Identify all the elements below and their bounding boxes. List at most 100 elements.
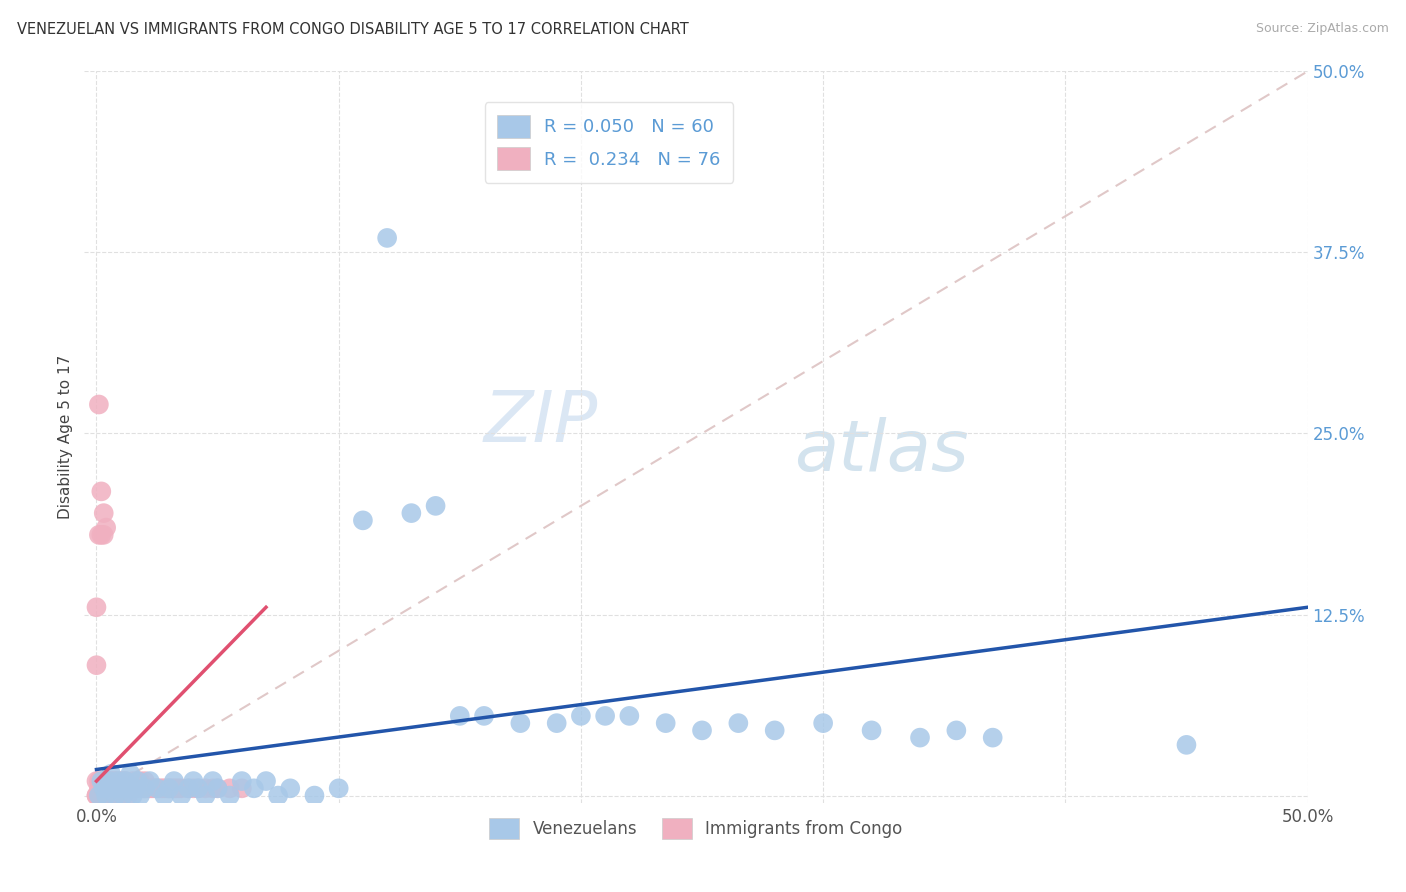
Point	[97, 781, 120, 796]
Point	[150, 781, 173, 796]
Point	[86, 658, 108, 673]
Point	[104, 781, 127, 796]
Point	[97, 789, 120, 803]
Point	[107, 781, 129, 796]
Point	[90, 484, 112, 499]
Legend: Venezuelans, Immigrants from Congo: Venezuelans, Immigrants from Congo	[482, 811, 910, 846]
Point	[146, 781, 169, 796]
Point	[97, 774, 120, 789]
Point	[328, 781, 350, 796]
Point	[763, 723, 786, 738]
Point	[163, 781, 186, 796]
Point	[375, 231, 398, 245]
Point	[811, 716, 834, 731]
Point	[114, 774, 136, 789]
Point	[163, 774, 186, 789]
Point	[127, 781, 149, 796]
Point	[129, 789, 152, 803]
Point	[93, 774, 115, 789]
Point	[160, 781, 183, 796]
Point	[207, 781, 229, 796]
Point	[157, 781, 180, 796]
Point	[278, 781, 301, 796]
Point	[97, 774, 120, 789]
Point	[87, 789, 110, 803]
Point	[112, 781, 135, 796]
Point	[121, 781, 143, 796]
Point	[134, 781, 156, 796]
Point	[121, 774, 143, 789]
Point	[194, 789, 217, 803]
Point	[87, 774, 110, 789]
Point	[117, 789, 139, 803]
Point	[103, 774, 125, 789]
Point	[401, 506, 423, 520]
Point	[654, 716, 676, 731]
Point	[90, 528, 112, 542]
Point	[110, 781, 132, 796]
Point	[87, 789, 110, 803]
Point	[104, 789, 127, 803]
Point	[93, 506, 115, 520]
Point	[136, 781, 159, 796]
Text: atlas: atlas	[794, 417, 969, 486]
Point	[254, 774, 277, 789]
Point	[117, 781, 139, 796]
Point	[96, 774, 118, 789]
Point	[218, 781, 240, 796]
Point	[157, 781, 180, 796]
Point	[103, 781, 125, 796]
Point	[110, 789, 132, 803]
Point	[139, 774, 162, 789]
Text: VENEZUELAN VS IMMIGRANTS FROM CONGO DISABILITY AGE 5 TO 17 CORRELATION CHART: VENEZUELAN VS IMMIGRANTS FROM CONGO DISA…	[17, 22, 689, 37]
Point	[352, 513, 374, 527]
Point	[112, 789, 135, 803]
Point	[177, 781, 200, 796]
Point	[86, 789, 108, 803]
Point	[945, 723, 967, 738]
Point	[170, 789, 193, 803]
Point	[860, 723, 883, 738]
Point	[1175, 738, 1198, 752]
Point	[569, 709, 592, 723]
Point	[96, 789, 118, 803]
Point	[304, 789, 326, 803]
Point	[87, 397, 110, 411]
Point	[908, 731, 931, 745]
Point	[177, 781, 200, 796]
Point	[187, 781, 209, 796]
Point	[124, 781, 146, 796]
Point	[619, 709, 641, 723]
Point	[207, 781, 229, 796]
Point	[727, 716, 749, 731]
Point	[231, 774, 253, 789]
Point	[231, 781, 253, 796]
Point	[120, 767, 142, 781]
Point	[86, 600, 108, 615]
Y-axis label: Disability Age 5 to 17: Disability Age 5 to 17	[58, 355, 73, 519]
Point	[86, 789, 108, 803]
Point	[165, 781, 187, 796]
Point	[472, 709, 495, 723]
Point	[86, 774, 108, 789]
Point	[131, 781, 153, 796]
Point	[267, 789, 290, 803]
Point	[117, 781, 139, 796]
Point	[96, 520, 118, 534]
Point	[143, 781, 166, 796]
Point	[124, 781, 146, 796]
Point	[93, 528, 115, 542]
Point	[107, 789, 129, 803]
Point	[139, 781, 162, 796]
Point	[194, 781, 217, 796]
Text: Source: ZipAtlas.com: Source: ZipAtlas.com	[1256, 22, 1389, 36]
Point	[127, 774, 149, 789]
Point	[593, 709, 616, 723]
Point	[120, 781, 142, 796]
Point	[100, 767, 122, 781]
Point	[690, 723, 713, 738]
Point	[90, 789, 112, 803]
Point	[509, 716, 531, 731]
Point	[112, 774, 135, 789]
Point	[156, 781, 179, 796]
